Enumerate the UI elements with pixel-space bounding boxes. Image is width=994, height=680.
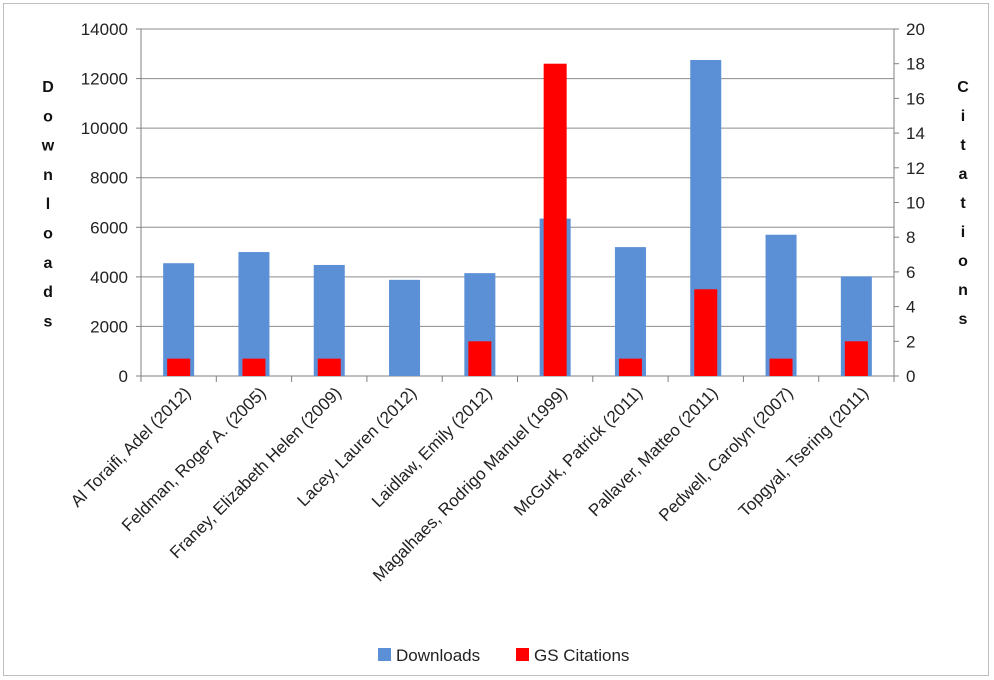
axis-label-letter: s xyxy=(959,311,968,328)
y2-tick-label: 10 xyxy=(906,194,925,213)
x-category-label: Pedwell, Carolyn (2007) xyxy=(655,383,797,525)
y-tick-label: 6000 xyxy=(90,218,128,237)
y-tick-label: 12000 xyxy=(81,70,128,89)
axis-label-letter: o xyxy=(958,253,968,270)
citations-bar xyxy=(844,341,868,376)
y2-tick-label: 2 xyxy=(906,332,915,351)
citations-bar xyxy=(167,358,191,376)
legend: Downloads GS Citations xyxy=(378,646,629,665)
y-tick-label: 14000 xyxy=(81,20,128,39)
y-tick-label: 2000 xyxy=(90,317,128,336)
left-axis-ticks: 0 2000 4000 6000 8000 10000 12000 14000 xyxy=(81,20,141,386)
right-axis-label: Citations xyxy=(957,79,969,328)
axis-label-letter: a xyxy=(44,255,53,272)
axis-label-letter: n xyxy=(43,167,53,184)
right-axis-ticks: 0 2 4 6 8 10 12 14 16 18 20 xyxy=(894,20,925,386)
y2-tick-label: 14 xyxy=(906,124,925,143)
y-tick-label: 0 xyxy=(119,367,128,386)
x-category-label: Pallaver, Matteo (2011) xyxy=(585,383,722,520)
axis-label-letter: C xyxy=(957,79,969,96)
axis-label-letter: d xyxy=(43,284,53,301)
citations-bar xyxy=(694,289,718,376)
y-tick-label: 4000 xyxy=(90,268,128,287)
downloads-bar xyxy=(389,279,421,376)
x-category-label: Topgyal, Tsering (2011) xyxy=(735,383,872,520)
axis-label-letter: l xyxy=(46,196,50,213)
legend-citations-swatch xyxy=(516,648,529,661)
downloads-bar xyxy=(238,252,270,376)
citations-bar xyxy=(242,358,266,376)
x-category-label: Feldman, Roger A. (2005) xyxy=(118,383,270,535)
y2-tick-label: 16 xyxy=(906,89,925,108)
axis-label-letter: o xyxy=(43,226,53,243)
axis-label-letter: o xyxy=(43,108,53,125)
x-category-label: Al Toraifi, Adel (2012) xyxy=(67,383,194,510)
y2-tick-label: 20 xyxy=(906,20,925,39)
y2-tick-label: 18 xyxy=(906,55,925,74)
bars xyxy=(163,59,872,376)
legend-downloads-swatch xyxy=(378,648,391,661)
downloads-bar xyxy=(765,234,797,376)
y2-tick-label: 6 xyxy=(906,263,915,282)
category-labels: Al Toraifi, Adel (2012)Feldman, Roger A.… xyxy=(67,383,872,585)
y-tick-label: 8000 xyxy=(90,169,128,188)
axis-label-letter: D xyxy=(42,79,54,96)
downloads-bar xyxy=(313,264,345,376)
legend-citations-label: GS Citations xyxy=(534,646,629,665)
axis-label-letter: t xyxy=(960,195,966,212)
citations-bar xyxy=(543,63,567,376)
legend-downloads-label: Downloads xyxy=(396,646,480,665)
axis-label-letter: w xyxy=(41,138,55,155)
y2-tick-label: 4 xyxy=(906,298,915,317)
left-axis-label: Downloads xyxy=(41,79,55,330)
axis-label-letter: s xyxy=(44,313,53,330)
y2-tick-label: 12 xyxy=(906,159,925,178)
citations-bar xyxy=(618,358,642,376)
axis-label-letter: t xyxy=(960,137,966,154)
axis-label-letter: i xyxy=(961,108,965,125)
axis-label-letter: n xyxy=(958,282,968,299)
y-tick-label: 10000 xyxy=(81,119,128,138)
y2-tick-label: 8 xyxy=(906,228,915,247)
downloads-bar xyxy=(163,263,195,376)
axis-label-letter: i xyxy=(961,224,965,241)
citations-bar xyxy=(468,341,492,376)
citations-bar xyxy=(317,358,341,376)
citations-bar xyxy=(769,358,793,376)
y2-tick-label: 0 xyxy=(906,367,915,386)
downloads-bar xyxy=(614,247,646,376)
x-category-label: McGurk, Patrick (2011) xyxy=(510,383,646,519)
chart-frame xyxy=(3,3,989,676)
axis-label-letter: a xyxy=(959,166,968,183)
